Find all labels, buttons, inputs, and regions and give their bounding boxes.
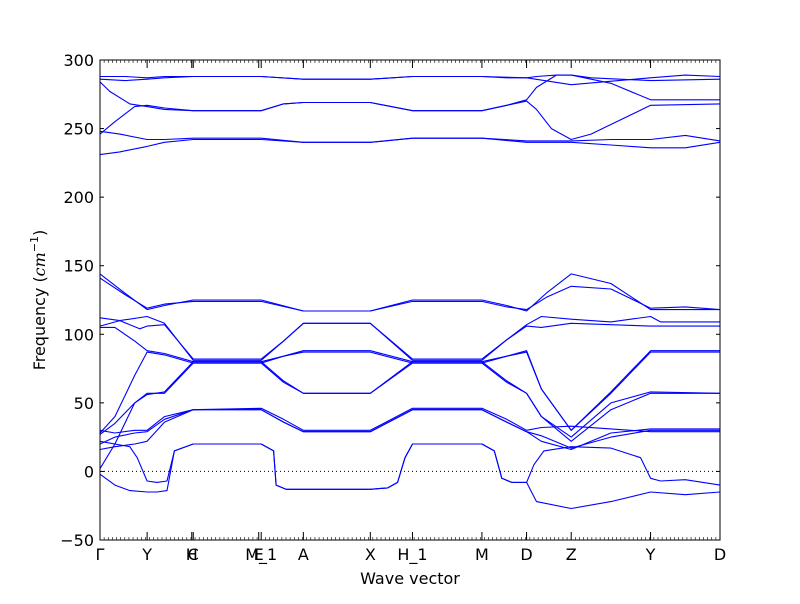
band-line-4 [99, 81, 721, 141]
y-axis-label-sup: −1 [28, 236, 41, 252]
y-tick-label: 50 [74, 394, 94, 413]
x-tick-label: E [254, 545, 264, 564]
x-tick-label: C [188, 545, 199, 564]
y-axis-label-math: cm [30, 252, 49, 276]
x-tick-label: Y [645, 545, 656, 564]
x-tick-label: H_1 [397, 545, 427, 565]
band-line-15 [99, 407, 720, 434]
x-tick-label: Γ [96, 545, 105, 564]
band-line-7 [99, 273, 720, 312]
band-line-8 [99, 277, 721, 312]
y-tick-label: −50 [60, 531, 94, 550]
y-axis-label-text: Frequency ( [30, 276, 49, 370]
band-line-14 [99, 361, 721, 469]
band-line-19 [99, 443, 721, 510]
x-axis-label: Wave vector [360, 569, 460, 588]
band-line-10 [99, 315, 720, 361]
x-tick-label: Z [566, 545, 577, 564]
band-line-6 [99, 137, 721, 156]
y-axis-label: Frequency (cm−1) [28, 230, 49, 371]
y-tick-label: 200 [63, 188, 94, 207]
x-tick-label: D [520, 545, 532, 564]
y-tick-label: 250 [63, 120, 94, 139]
y-tick-label: 100 [63, 325, 94, 344]
x-tick-label: A [298, 545, 309, 564]
x-tick-label: X [365, 545, 376, 564]
y-tick-label: 300 [63, 51, 94, 70]
band-line-12 [99, 351, 720, 434]
x-tick-label: Y [141, 545, 152, 564]
y-tick-label: 0 [84, 462, 94, 481]
x-tick-label: M [475, 545, 489, 564]
x-tick-label: M_1 [245, 545, 277, 565]
x-tick-label: D [714, 545, 726, 564]
y-axis-label-close: ) [30, 230, 49, 236]
band-line-17 [99, 409, 720, 451]
y-tick-label: 150 [63, 257, 94, 276]
x-tick-label: H [186, 545, 198, 564]
